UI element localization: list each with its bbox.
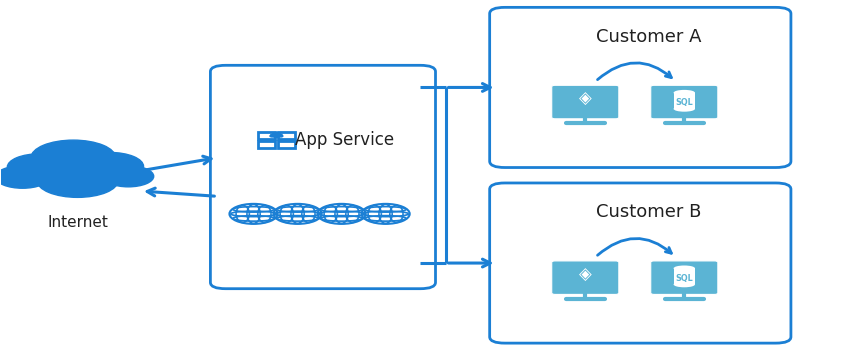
FancyBboxPatch shape [211, 65, 436, 289]
Ellipse shape [673, 266, 695, 271]
Circle shape [8, 154, 71, 181]
Text: Customer A: Customer A [596, 28, 701, 46]
FancyBboxPatch shape [490, 7, 791, 167]
Text: App Service: App Service [295, 131, 394, 149]
Ellipse shape [673, 90, 695, 96]
Circle shape [271, 134, 276, 136]
Circle shape [0, 166, 49, 188]
Text: Internet: Internet [47, 215, 108, 230]
Circle shape [277, 134, 282, 136]
Circle shape [37, 164, 118, 198]
Bar [673, 93, 695, 109]
Text: Customer B: Customer B [596, 203, 701, 221]
Circle shape [76, 153, 143, 181]
Bar [673, 268, 695, 285]
Circle shape [273, 133, 280, 136]
Circle shape [273, 135, 279, 137]
Circle shape [103, 166, 154, 187]
Text: SQL: SQL [676, 98, 693, 107]
FancyBboxPatch shape [552, 261, 619, 295]
Circle shape [278, 135, 283, 137]
Text: SQL: SQL [676, 274, 693, 283]
Ellipse shape [673, 106, 695, 112]
FancyBboxPatch shape [490, 183, 791, 343]
FancyBboxPatch shape [552, 85, 619, 119]
Circle shape [31, 140, 115, 175]
Text: ◈: ◈ [579, 266, 592, 284]
Text: ◈: ◈ [579, 90, 592, 108]
Ellipse shape [673, 282, 695, 287]
Circle shape [270, 135, 274, 137]
FancyBboxPatch shape [650, 261, 718, 295]
FancyBboxPatch shape [650, 85, 718, 119]
